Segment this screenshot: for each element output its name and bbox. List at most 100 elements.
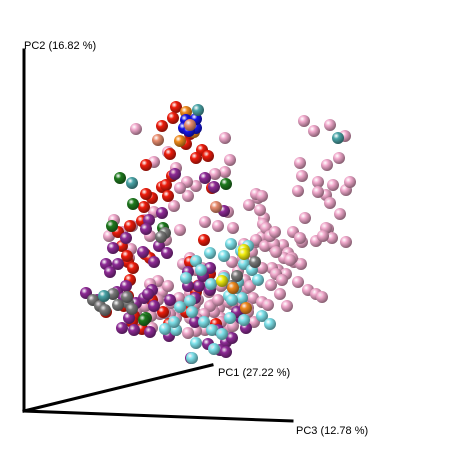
data-point-orange	[227, 282, 239, 294]
data-point-purple	[142, 288, 154, 300]
data-points	[80, 101, 356, 364]
data-point-red	[138, 201, 150, 213]
data-point-gray	[112, 299, 124, 311]
data-point-pink	[281, 300, 293, 312]
data-point-pink	[299, 212, 311, 224]
data-point-teal	[98, 290, 110, 302]
data-point-cyan	[186, 352, 198, 364]
data-point-cyan	[190, 337, 202, 349]
data-point-pink	[182, 327, 194, 339]
data-point-pink	[333, 152, 345, 164]
data-point-pink	[168, 200, 180, 212]
data-point-red	[160, 179, 172, 191]
data-point-pink	[334, 208, 346, 220]
data-point-pink	[324, 119, 336, 131]
data-point-cyan	[264, 318, 276, 330]
data-point-pink	[259, 240, 271, 252]
data-point-pink	[308, 125, 320, 137]
data-point-pink	[269, 226, 281, 238]
data-point-cyan	[226, 294, 238, 306]
data-point-purple	[128, 324, 140, 336]
data-point-pink	[327, 179, 339, 191]
data-point-purple	[189, 316, 201, 328]
data-point-cyan	[224, 312, 236, 324]
pc3-axis-label: PC3 (12.78 %)	[296, 425, 368, 437]
data-point-pink	[292, 276, 304, 288]
data-point-purple	[204, 262, 216, 274]
data-point-purple	[199, 172, 211, 184]
data-point-pink	[247, 292, 259, 304]
data-point-pink	[130, 123, 142, 135]
data-point-pink	[274, 288, 286, 300]
data-point-teal	[126, 177, 138, 189]
data-point-pink	[294, 232, 306, 244]
data-point-pink	[321, 159, 333, 171]
data-point-pink	[162, 280, 174, 292]
data-point-cyan	[159, 323, 171, 335]
data-point-green	[114, 172, 126, 184]
data-point-red	[198, 234, 210, 246]
pc2-axis-label: PC2 (16.82 %)	[24, 40, 96, 52]
data-point-pink	[295, 258, 307, 270]
data-point-pink	[276, 274, 288, 286]
data-point-pink	[340, 236, 352, 248]
data-point-cyan	[225, 238, 237, 250]
data-point-red	[190, 152, 202, 164]
data-point-cyan	[218, 250, 230, 262]
data-point-cyan	[252, 274, 264, 286]
data-point-pink	[312, 186, 324, 198]
axes	[22, 48, 294, 423]
data-point-red	[156, 120, 168, 132]
data-point-red	[162, 190, 174, 202]
data-point-pink	[219, 166, 231, 178]
data-point-red	[167, 112, 179, 124]
data-point-pink	[243, 199, 255, 211]
data-point-gray	[121, 291, 133, 303]
data-point-purple	[120, 232, 132, 244]
data-point-pink	[326, 232, 338, 244]
data-point-purple	[164, 294, 176, 306]
data-point-cyan	[195, 264, 207, 276]
data-point-teal	[192, 104, 204, 116]
data-point-purple	[104, 266, 116, 278]
data-point-pink	[316, 291, 328, 303]
data-point-cyan	[206, 324, 218, 336]
data-point-purple	[107, 242, 119, 254]
data-point-salmon	[152, 134, 164, 146]
data-point-pink	[270, 246, 282, 258]
data-point-cyan	[208, 343, 220, 355]
data-point-orange	[174, 135, 186, 147]
data-point-cyan	[190, 255, 202, 267]
data-point-teal	[332, 132, 344, 144]
data-point-purple	[193, 280, 205, 292]
data-point-pink	[199, 216, 211, 228]
data-point-purple	[137, 246, 149, 258]
data-point-pink	[284, 254, 296, 266]
data-point-pink	[312, 176, 324, 188]
data-point-green	[127, 198, 139, 210]
pc1-axis-line	[22, 363, 214, 413]
data-point-gray	[249, 256, 261, 268]
data-point-gray	[99, 304, 111, 316]
data-point-cyan	[205, 278, 217, 290]
data-point-red	[140, 188, 152, 200]
data-point-pink	[224, 154, 236, 166]
data-point-purple	[208, 181, 220, 193]
pc1-axis-label: PC1 (27.22 %)	[218, 367, 290, 379]
data-point-cyan	[236, 292, 248, 304]
data-point-purple	[153, 240, 165, 252]
data-point-pink	[317, 230, 329, 242]
data-point-cyan	[238, 314, 250, 326]
data-point-green	[106, 220, 118, 232]
data-point-pink	[174, 182, 186, 194]
data-point-red	[121, 250, 133, 262]
data-point-pink	[344, 176, 356, 188]
data-point-purple	[120, 280, 132, 292]
data-point-pink	[324, 197, 336, 209]
data-point-pink	[219, 132, 231, 144]
data-point-pink	[254, 204, 266, 216]
data-point-pink	[292, 185, 304, 197]
data-point-purple	[169, 168, 181, 180]
data-point-pink	[256, 190, 268, 202]
